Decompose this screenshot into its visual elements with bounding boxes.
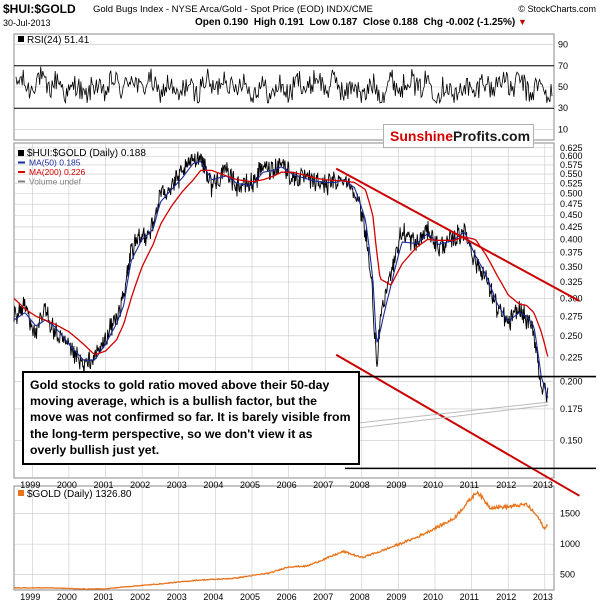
gold-x-tick-label: 2003: [167, 592, 187, 602]
ratio-legend-label: $HUI:$GOLD (Daily) 0.188: [27, 148, 146, 159]
ratio-y-tick-label: 0.425: [560, 222, 583, 232]
ratio-price-line: [13, 151, 549, 403]
gold-x-tick-label: 2008: [350, 592, 370, 602]
chart-symbol: $HUI:$GOLD: [3, 2, 76, 16]
gold-y-tick-label: 500: [560, 570, 575, 580]
ratio-y-tick-label: 0.200: [560, 377, 583, 387]
ratio-legend-label: MA(50) 0.185: [29, 158, 81, 168]
ratio-legend-label: MA(200) 0.226: [29, 167, 85, 177]
rsi-legend-label: RSI(24) 51.41: [27, 35, 90, 46]
ratio-x-tick-label: 2003: [167, 480, 187, 490]
ratio-x-tick-label: 2004: [203, 480, 223, 490]
rsi-y-tick-label: 10: [558, 124, 568, 134]
ratio-x-tick-label: 2011: [460, 480, 479, 490]
ratio-x-tick-label: 2005: [240, 480, 260, 490]
ratio-x-tick-label: 2001: [94, 480, 114, 490]
gold-panel-frame: [13, 485, 555, 591]
ratio-x-tick-label: 2012: [496, 480, 516, 490]
ratio-y-tick-label: 0.400: [560, 234, 583, 244]
gold-x-tick-label: 2011: [460, 592, 479, 602]
ratio-x-tick-label: 2008: [350, 480, 370, 490]
gold-price-line: [13, 490, 549, 591]
rsi-y-tick-label: 30: [558, 103, 568, 113]
gold-x-tick-label: 2000: [57, 592, 77, 602]
low-value: Low 0.187: [309, 17, 358, 28]
gold-x-tick-label: 2009: [386, 592, 406, 602]
ratio-x-tick-label: 1999: [20, 480, 40, 490]
change-value: Chg -0.002 (-1.25%): [423, 17, 516, 28]
rsi-y-tick-label: 70: [558, 61, 568, 71]
rsi-y-tick-label: 50: [558, 82, 568, 92]
commentary-box: Gold stocks to gold ratio moved above th…: [22, 371, 360, 465]
ratio-y-tick-label: 0.500: [560, 189, 583, 199]
ratio-y-tick-label: 0.375: [560, 248, 583, 258]
sunshine-profits-logo: SunshineProfits.com: [383, 124, 534, 148]
ratio-y-tick-label: 0.250: [560, 331, 583, 341]
ratio-legend-swatch: [18, 150, 24, 156]
ratio-y-tick-label: 0.450: [560, 210, 583, 220]
ratio-y-tick-label: 0.150: [560, 436, 583, 446]
high-value: High 0.191: [253, 17, 304, 28]
gold-x-tick-label: 2007: [313, 592, 333, 602]
ratio-legend-label: Volume undef: [29, 177, 82, 187]
gold-y-tick-label: 1000: [560, 539, 580, 549]
ratio-y-tick-label: 0.300: [560, 293, 583, 303]
ratio-x-tick-label: 2002: [130, 480, 150, 490]
ratio-y-tick-label: 0.175: [560, 404, 583, 414]
down-triangle-icon: ▼: [517, 17, 527, 27]
channel-trendline: [335, 353, 580, 497]
support-line-upper: [359, 401, 549, 424]
support-line-lower: [359, 404, 549, 429]
gold-x-tick-label: 2004: [203, 592, 223, 602]
gold-legend-swatch: [18, 490, 24, 496]
ratio-x-tick-label: 2006: [277, 480, 297, 490]
rsi-legend-swatch: [18, 36, 24, 42]
chart-date: 30-Jul-2013: [3, 18, 51, 28]
logo-text-profits: Profits.com: [453, 128, 531, 144]
close-value: Close 0.188: [362, 17, 418, 28]
gold-x-tick-label: 2010: [423, 592, 443, 602]
ratio-x-tick-label: 2007: [313, 480, 333, 490]
gold-x-tick-label: 2005: [240, 592, 260, 602]
chart-description: Gold Bugs Index - NYSE Arca/Gold - Spot …: [93, 4, 373, 15]
copyright-text: © StockCharts.com: [518, 4, 596, 14]
ratio-y-tick-label: 0.325: [560, 277, 583, 287]
gold-x-tick-label: 2013: [533, 592, 553, 602]
ohlc-readout: Open 0.190 High 0.191 Low 0.187 Close 0.…: [195, 17, 527, 28]
ratio-x-tick-label: 2010: [423, 480, 443, 490]
rsi-series-line: [15, 66, 553, 105]
gold-x-tick-label: 2002: [130, 592, 150, 602]
rsi-y-tick-label: 90: [558, 40, 568, 50]
open-value: Open 0.190: [195, 17, 249, 28]
gold-x-tick-label: 2006: [277, 592, 297, 602]
ratio-x-tick-label: 2009: [386, 480, 406, 490]
gold-legend-label: $GOLD (Daily) 1326.80: [27, 489, 132, 500]
ratio-x-tick-label: 2000: [57, 480, 77, 490]
ratio-y-tick-label: 0.350: [560, 262, 583, 272]
ratio-y-tick-label: 0.525: [560, 179, 583, 189]
ratio-y-tick-label: 0.550: [560, 169, 583, 179]
gold-y-tick-label: 1500: [560, 509, 580, 519]
channel-trendline: [335, 167, 580, 302]
ratio-y-tick-label: 0.575: [560, 160, 583, 170]
gold-x-tick-label: 2012: [496, 592, 516, 602]
ratio-y-tick-label: 0.475: [560, 199, 583, 209]
ratio-y-tick-label: 0.275: [560, 311, 583, 321]
logo-text-sunshine: Sunshine: [390, 128, 454, 144]
gold-x-tick-label: 1999: [20, 592, 40, 602]
ratio-y-tick-label: 0.625: [560, 143, 583, 153]
ratio-x-tick-label: 2013: [533, 480, 553, 490]
gold-x-tick-label: 2001: [94, 592, 114, 602]
ratio-y-tick-label: 0.225: [560, 352, 583, 362]
ratio-y-tick-label: 0.600: [560, 151, 583, 161]
ma200-line: [13, 169, 549, 357]
